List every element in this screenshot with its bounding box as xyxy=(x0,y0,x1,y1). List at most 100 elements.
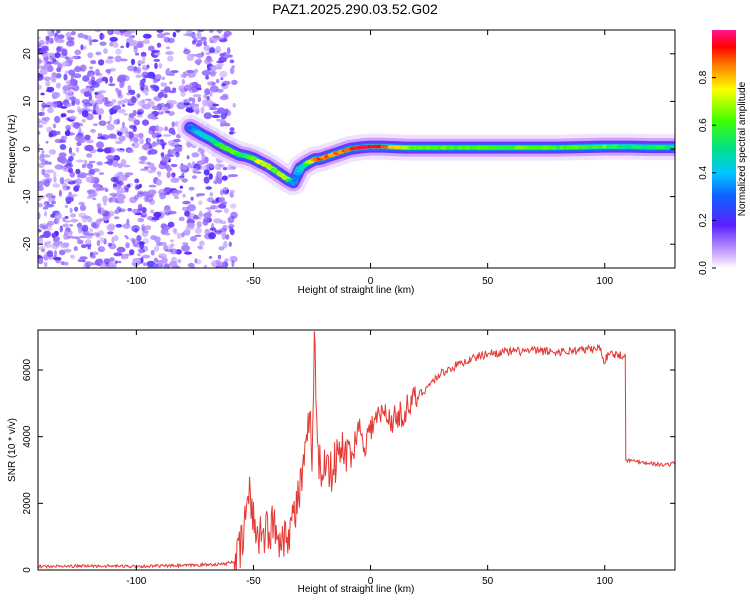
noise-blob xyxy=(41,102,47,109)
noise-blob xyxy=(124,172,134,176)
noise-blob xyxy=(116,246,126,253)
noise-blob xyxy=(169,243,175,247)
noise-blob xyxy=(216,177,223,184)
noise-blob xyxy=(164,126,169,131)
noise-blob xyxy=(222,93,229,98)
noise-blob xyxy=(205,186,212,190)
track-hotspot xyxy=(555,145,561,150)
noise-blob xyxy=(108,102,115,106)
y-tick-label: -10 xyxy=(22,189,33,204)
noise-blob xyxy=(62,217,66,222)
noise-blob xyxy=(125,42,130,48)
noise-blob xyxy=(105,154,115,161)
noise-blob xyxy=(187,262,195,268)
x-tick-label: 50 xyxy=(482,576,494,587)
noise-blob xyxy=(127,39,137,47)
noise-blob xyxy=(111,99,117,104)
noise-blob xyxy=(174,190,183,194)
noise-blob xyxy=(165,51,174,55)
noise-blob xyxy=(208,47,216,54)
noise-blob xyxy=(148,184,157,188)
noise-blob xyxy=(95,51,102,56)
noise-blob xyxy=(107,223,116,231)
noise-blob xyxy=(113,183,117,188)
noise-blob xyxy=(95,93,105,100)
noise-blob xyxy=(148,113,155,119)
noise-blob xyxy=(186,155,190,160)
noise-blob xyxy=(38,57,42,65)
noise-blob xyxy=(136,235,142,242)
noise-blob xyxy=(46,65,54,73)
noise-blob xyxy=(94,30,101,33)
noise-blob xyxy=(62,182,68,190)
noise-blob xyxy=(38,149,41,153)
noise-blob xyxy=(139,242,145,249)
noise-blob xyxy=(149,125,158,132)
noise-blob xyxy=(74,49,82,56)
noise-blob xyxy=(58,189,62,197)
noise-blob xyxy=(129,249,135,256)
noise-blob xyxy=(133,119,140,126)
noise-blob xyxy=(227,54,233,58)
noise-blob xyxy=(123,98,129,104)
noise-blob xyxy=(144,225,151,231)
noise-blob xyxy=(40,49,47,54)
noise-blob xyxy=(109,257,115,262)
noise-blob xyxy=(207,68,211,71)
noise-blob xyxy=(200,106,205,114)
noise-blob xyxy=(171,121,175,128)
colorbar-label: Normalized spectral amplitude xyxy=(737,81,748,216)
noise-blob xyxy=(116,171,124,177)
noise-blob xyxy=(231,189,235,194)
noise-blob xyxy=(91,39,99,43)
snr-panel: -100 -50 0 50 100 0 2000 4000 6000 Height of st… xyxy=(7,329,676,595)
noise-blob xyxy=(54,212,63,220)
noise-blob xyxy=(153,245,160,252)
noise-blob xyxy=(216,37,224,40)
noise-blob xyxy=(203,94,207,99)
noise-blob xyxy=(208,232,217,239)
noise-blob xyxy=(229,59,235,64)
noise-blob xyxy=(153,132,162,136)
noise-blob xyxy=(115,223,123,228)
track-hotspot xyxy=(519,145,526,150)
noise-blob xyxy=(201,70,211,76)
noise-blob xyxy=(63,90,67,94)
noise-blob xyxy=(76,141,82,147)
noise-blob xyxy=(65,196,74,203)
noise-blob xyxy=(82,264,87,268)
noise-blob xyxy=(38,258,44,265)
noise-blob xyxy=(196,87,202,91)
noise-blob xyxy=(160,152,165,158)
noise-blob xyxy=(46,52,55,56)
noise-blob xyxy=(197,96,202,103)
noise-blob xyxy=(108,133,117,139)
noise-blob xyxy=(136,93,141,98)
noise-blob xyxy=(38,203,44,208)
track-hotspot xyxy=(453,145,460,150)
noise-blob xyxy=(157,92,165,98)
noise-blob xyxy=(61,61,69,67)
noise-blob xyxy=(45,141,49,144)
noise-blob xyxy=(51,195,56,199)
noise-blob xyxy=(199,240,205,247)
noise-blob xyxy=(86,163,94,169)
noise-blob xyxy=(179,185,184,189)
track-hotspot xyxy=(414,145,421,150)
noise-blob xyxy=(83,45,87,50)
noise-blob xyxy=(164,86,171,93)
noise-blob xyxy=(216,118,220,122)
spectrogram-track xyxy=(177,114,675,196)
noise-blob xyxy=(229,255,238,263)
noise-blob xyxy=(64,220,71,223)
noise-blob xyxy=(92,123,98,126)
snr-frame xyxy=(37,329,676,571)
noise-blob xyxy=(89,66,93,70)
noise-blob xyxy=(88,93,93,101)
noise-blob xyxy=(228,131,234,135)
noise-blob xyxy=(118,135,126,142)
noise-blob xyxy=(78,212,87,218)
colorbar-ticks: 0.0 0.2 0.4 0.6 0.8 xyxy=(698,70,716,275)
noise-blob xyxy=(53,176,57,183)
noise-blob xyxy=(140,51,147,58)
